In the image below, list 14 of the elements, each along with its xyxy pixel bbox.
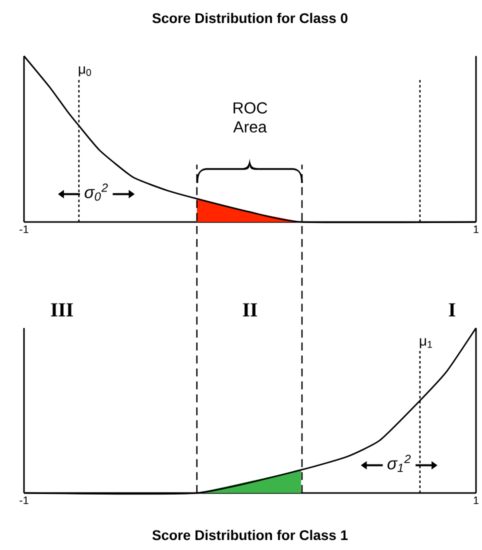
annotation: ROC Area	[233, 102, 267, 133]
x-tick-label: 1	[474, 226, 478, 234]
text: I	[448, 303, 456, 316]
chart-title: Score Distribution for Class 0	[152, 12, 348, 24]
text: Score Distribution for Class 1	[152, 530, 348, 540]
text: II	[242, 303, 257, 316]
x-tick-label: -1	[19, 496, 28, 504]
annotation: σ$_{1}$2	[387, 454, 411, 472]
text: III	[50, 303, 73, 316]
ref-line-label: μ$_{1}$	[420, 338, 432, 348]
x-tick-label: 1	[474, 496, 478, 504]
ref-line-label: μ$_{0}$	[78, 66, 91, 76]
x-tick-label: -1	[19, 226, 28, 234]
annotation: σ$_{0}$2	[84, 183, 108, 201]
